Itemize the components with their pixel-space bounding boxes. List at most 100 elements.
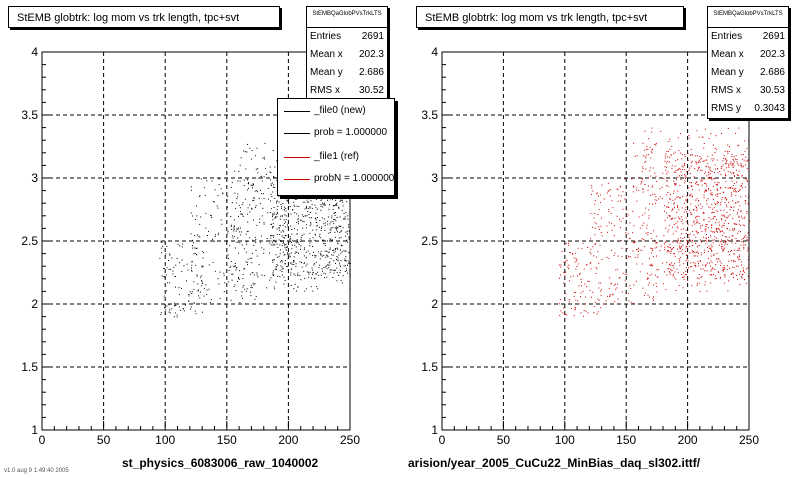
data-point bbox=[729, 146, 730, 148]
data-point bbox=[703, 160, 705, 162]
data-point bbox=[744, 140, 746, 142]
data-point bbox=[242, 297, 244, 299]
data-point bbox=[342, 199, 343, 201]
data-point bbox=[673, 267, 675, 269]
data-point bbox=[709, 173, 711, 175]
data-point bbox=[270, 244, 272, 246]
data-point bbox=[330, 238, 332, 240]
data-point bbox=[216, 205, 218, 207]
data-point bbox=[724, 274, 726, 276]
data-point bbox=[277, 213, 278, 215]
data-point bbox=[277, 246, 279, 248]
data-point bbox=[344, 271, 346, 272]
data-point bbox=[345, 256, 347, 258]
data-point bbox=[679, 246, 681, 248]
data-point bbox=[713, 178, 715, 180]
data-point bbox=[316, 225, 318, 226]
data-point bbox=[713, 207, 715, 209]
data-point bbox=[696, 208, 698, 210]
data-point bbox=[286, 197, 288, 199]
data-point bbox=[292, 239, 294, 241]
data-point bbox=[626, 258, 628, 260]
data-point bbox=[272, 213, 274, 215]
data-point bbox=[201, 275, 203, 277]
data-point bbox=[345, 240, 347, 241]
data-point bbox=[342, 275, 344, 277]
data-point bbox=[733, 249, 735, 251]
data-point bbox=[317, 271, 319, 273]
data-point bbox=[335, 199, 337, 201]
data-point bbox=[651, 263, 653, 265]
data-point bbox=[603, 198, 605, 200]
data-point bbox=[172, 270, 174, 272]
data-point bbox=[703, 178, 705, 180]
data-point bbox=[576, 259, 578, 261]
data-point bbox=[723, 222, 725, 224]
data-point bbox=[251, 158, 253, 160]
data-point bbox=[289, 255, 291, 257]
data-point bbox=[297, 221, 299, 223]
data-point bbox=[238, 277, 239, 279]
y-tick-label: 1.5 bbox=[421, 360, 438, 374]
data-point bbox=[214, 270, 216, 272]
data-point bbox=[720, 262, 722, 264]
data-point bbox=[632, 210, 634, 212]
data-point bbox=[600, 232, 602, 233]
data-point bbox=[568, 280, 570, 282]
data-point bbox=[286, 246, 288, 248]
data-point bbox=[327, 240, 328, 242]
data-point bbox=[286, 224, 288, 226]
data-point bbox=[340, 230, 342, 232]
data-point bbox=[213, 240, 215, 242]
data-point bbox=[339, 264, 341, 266]
data-point bbox=[336, 229, 338, 231]
data-point bbox=[230, 186, 232, 188]
data-point bbox=[719, 231, 721, 233]
data-point bbox=[252, 200, 254, 202]
data-point bbox=[274, 288, 276, 290]
data-point bbox=[298, 206, 300, 207]
data-point bbox=[287, 201, 289, 202]
data-point bbox=[743, 217, 745, 219]
data-point bbox=[294, 252, 296, 254]
data-point bbox=[677, 196, 679, 198]
data-point bbox=[669, 244, 671, 246]
data-point bbox=[677, 241, 679, 243]
data-point bbox=[720, 187, 722, 188]
data-point bbox=[720, 168, 722, 169]
data-point bbox=[711, 262, 713, 264]
data-point bbox=[332, 269, 334, 271]
data-point bbox=[307, 250, 309, 252]
data-point bbox=[274, 268, 276, 270]
data-point bbox=[721, 218, 723, 220]
y-tick-label: 2.5 bbox=[421, 234, 438, 248]
data-point bbox=[627, 255, 629, 257]
data-point bbox=[743, 246, 745, 248]
data-point bbox=[670, 253, 672, 255]
data-point bbox=[711, 244, 713, 246]
data-point bbox=[172, 273, 174, 275]
data-point bbox=[681, 216, 683, 218]
data-point bbox=[655, 242, 657, 244]
data-point bbox=[716, 188, 718, 190]
data-point bbox=[689, 239, 691, 241]
data-point bbox=[231, 235, 233, 237]
data-point bbox=[726, 265, 728, 267]
data-point bbox=[193, 288, 195, 290]
data-point bbox=[740, 231, 742, 233]
data-point bbox=[668, 271, 670, 273]
data-point bbox=[723, 225, 725, 227]
data-point bbox=[729, 267, 731, 269]
data-point bbox=[221, 223, 223, 225]
data-point bbox=[345, 196, 347, 198]
data-point bbox=[704, 171, 706, 173]
data-point bbox=[284, 263, 286, 265]
data-point bbox=[312, 269, 314, 271]
data-point bbox=[598, 226, 600, 228]
data-point bbox=[685, 274, 686, 276]
data-point bbox=[695, 216, 697, 218]
data-point bbox=[564, 313, 566, 315]
data-point bbox=[693, 234, 695, 236]
x-tick-label: 0 bbox=[439, 433, 446, 447]
